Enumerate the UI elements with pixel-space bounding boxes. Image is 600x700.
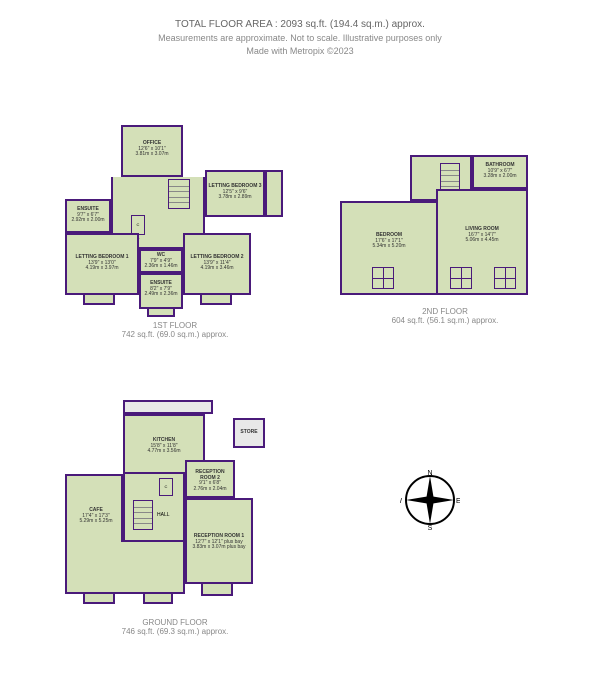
label-rec1-d2: 3.83m x 3.07m plus bay [187, 545, 251, 551]
label-en1-d2: 2.92m x 2.00m [67, 218, 109, 224]
room-hall-ground: C HALL [123, 474, 185, 542]
ground-floor-sub: 746 sq.ft. (69.3 sq.m.) approx. [65, 627, 285, 636]
room-living: LIVING ROOM 16'7" x 14'7" 5.06m x 4.45m [436, 189, 528, 295]
label-c-g: C [159, 478, 173, 496]
room-bedroom: BEDROOM 17'6" x 17'1" 5.34m x 5.20m [340, 201, 436, 295]
room-small-bath [265, 170, 283, 217]
label-en2-d2: 2.49m x 2.36m [141, 292, 181, 298]
label-let3-d2: 3.78m x 2.89m [207, 195, 263, 201]
label-cafe-d2: 5.29m x 5.25m [67, 519, 125, 525]
worktop-strip [123, 400, 213, 414]
compass-s: S [428, 525, 433, 530]
room-office: OFFICE 12'6" x 10'1" 3.81m x 3.07m [121, 125, 183, 177]
label-store: STORE [240, 429, 257, 435]
skylight-1 [372, 267, 394, 289]
label-kit-d2: 4.77m x 3.56m [125, 449, 203, 455]
label-office-d2: 3.81m x 3.07m [123, 152, 181, 158]
first-floor-title: 1ST FLOOR [65, 321, 285, 330]
bay-g1 [83, 594, 115, 604]
bay-3 [200, 295, 232, 305]
room-bathroom: BATHROOM 10'9" x 6'7" 3.28m x 2.00m [472, 155, 528, 189]
header-block: TOTAL FLOOR AREA : 2093 sq.ft. (194.4 sq… [0, 0, 600, 57]
bay-2 [147, 309, 175, 317]
ground-floor-plan: KITCHEN 15'8" x 11'8" 4.77m x 3.56m STOR… [65, 400, 285, 670]
label-bed-d2: 5.34m x 5.20m [342, 244, 436, 250]
room-store: STORE [233, 418, 265, 448]
room-let1: LETTING BEDROOM 1 13'9" x 13'0" 4.19m x … [65, 233, 139, 295]
room-let2: LETTING BEDROOM 2 13'9" x 11'4" 4.19m x … [183, 233, 251, 295]
label-liv-d2: 5.06m x 4.45m [438, 238, 526, 244]
compass-icon: N E S W [400, 470, 460, 530]
bay-1 [83, 295, 115, 305]
stairs-icon [168, 179, 190, 209]
stairs-icon-g [133, 500, 153, 530]
second-floor-plan: EAVES BATHROOM 10'9" x 6'7" 3.28m x 2.00… [340, 155, 550, 345]
ground-floor-caption: GROUND FLOOR 746 sq.ft. (69.3 sq.m.) app… [65, 618, 285, 636]
skylight-2 [450, 267, 472, 289]
credit-line: Made with Metropix ©2023 [0, 45, 600, 58]
room-ensuite1: ENSUITE 9'7" x 6'7" 2.92m x 2.00m [65, 199, 111, 233]
label-let2-d2: 4.19m x 3.46m [185, 266, 249, 272]
room-rec2: RECEPTION ROOM 2 9'1" x 6'8" 2.76m x 2.0… [185, 460, 235, 498]
label-wc-d2: 2.36m x 1.46m [141, 264, 181, 270]
label-let1-d2: 4.19m x 3.97m [67, 266, 137, 272]
room-let3: LETTING BEDROOM 3 12'5" x 9'6" 3.78m x 2… [205, 170, 265, 217]
disclaimer-line: Measurements are approximate. Not to sca… [0, 32, 600, 45]
compass-e: E [456, 498, 460, 505]
second-floor-title: 2ND FLOOR [340, 307, 550, 316]
label-bath-d2: 3.28m x 2.00m [474, 174, 526, 180]
second-floor-sub: 604 sq.ft. (56.1 sq.m.) approx. [340, 316, 550, 325]
first-floor-caption: 1ST FLOOR 742 sq.ft. (69.0 sq.m.) approx… [65, 321, 285, 339]
first-floor-sub: 742 sq.ft. (69.0 sq.m.) approx. [65, 330, 285, 339]
total-area-title: TOTAL FLOOR AREA : 2093 sq.ft. (194.4 sq… [0, 18, 600, 32]
room-ensuite2: ENSUITE 8'2" x 7'9" 2.49m x 2.36m [139, 273, 183, 309]
label-c: C [131, 215, 145, 235]
skylight-3 [494, 267, 516, 289]
ground-floor-title: GROUND FLOOR [65, 618, 285, 627]
label-rec2-d2: 2.76m x 2.04m [187, 487, 233, 493]
label-hall-g: HALL [157, 512, 170, 518]
compass-n: N [427, 470, 432, 477]
room-rec1: RECEPTION ROOM 1 12'7" x 12'1" plus bay … [185, 498, 253, 584]
second-floor-caption: 2ND FLOOR 604 sq.ft. (56.1 sq.m.) approx… [340, 307, 550, 325]
room-wc: WC 7'9" x 4'9" 2.36m x 1.46m [139, 249, 183, 273]
compass-w: W [400, 498, 402, 505]
bay-g2 [143, 594, 173, 604]
first-floor-plan: OFFICE 12'6" x 10'1" 3.81m x 3.07m LETTI… [65, 125, 285, 350]
bay-g3 [201, 584, 233, 596]
room-cafe-ext: CAFE 17'4" x 17'3" 5.29m x 5.25m [65, 542, 185, 594]
